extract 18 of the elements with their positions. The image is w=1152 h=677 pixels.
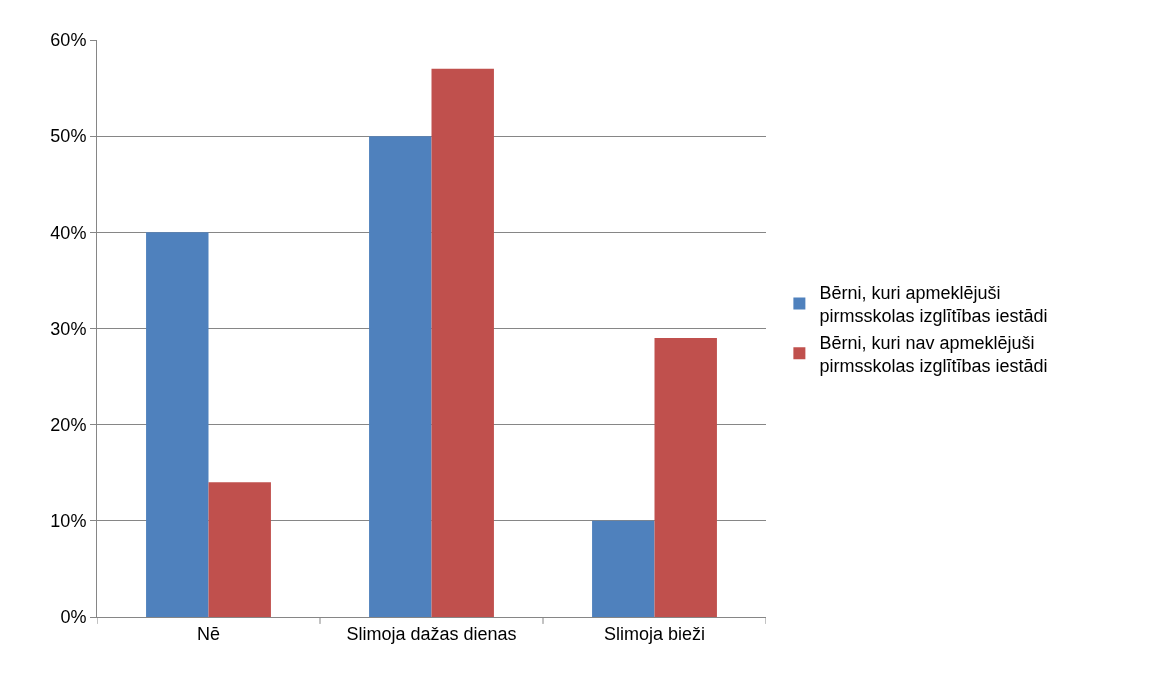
bar xyxy=(592,520,655,617)
bar xyxy=(146,232,209,617)
y-tick-label: 40% xyxy=(50,222,87,243)
y-tick-label: 30% xyxy=(50,318,87,339)
legend-label: Bērni, kuri nav apmeklējuši pirmsskolas izglītības iestādi xyxy=(819,332,1048,376)
y-tick-label: 60% xyxy=(50,30,87,51)
x-tick-label: Nē xyxy=(196,623,221,644)
y-tick-label: 20% xyxy=(50,414,87,435)
legend-label: Bērni, kuri apmeklējuši pirmsskolas izglītības iestādi xyxy=(819,282,1048,327)
x-tick-label: Slimoja bieži xyxy=(603,623,706,644)
y-tick-label: 50% xyxy=(50,126,87,147)
bar xyxy=(431,68,494,617)
y-tick-label: 0% xyxy=(60,607,87,628)
y-tick-label: 10% xyxy=(50,511,87,532)
bar xyxy=(208,482,271,617)
bar xyxy=(654,338,717,617)
bar xyxy=(369,136,432,617)
x-tick-label: Slimoja dažas dienas xyxy=(346,623,517,644)
